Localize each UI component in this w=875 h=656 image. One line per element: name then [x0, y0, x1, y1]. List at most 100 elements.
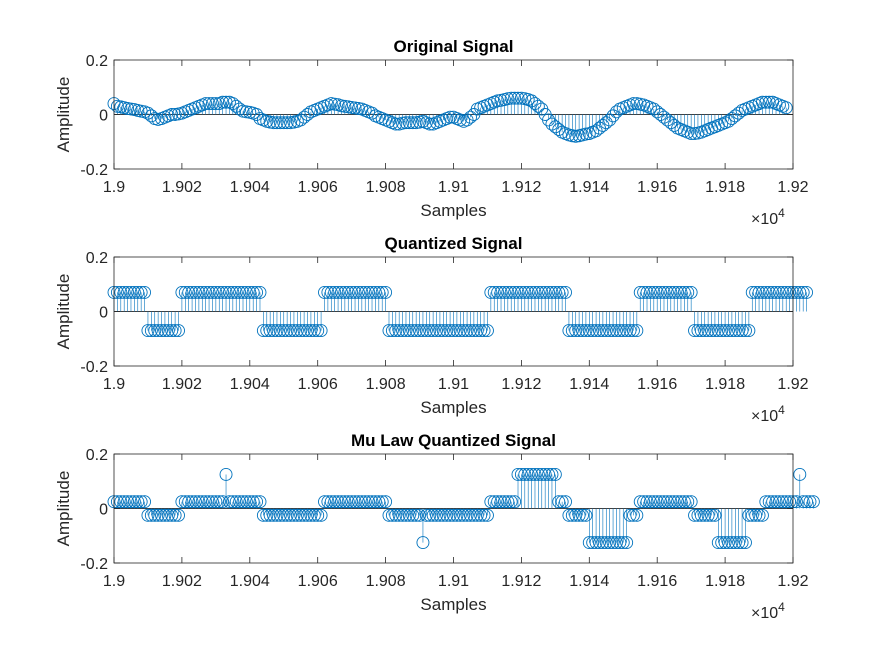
stem-marker	[698, 508, 712, 522]
stem-marker	[273, 324, 287, 338]
stem-marker	[409, 324, 423, 338]
y-tick-label: 0.2	[86, 447, 108, 464]
stem-marker	[464, 324, 477, 338]
x-tick-label: 1.908	[366, 376, 406, 393]
stem-marker	[470, 508, 484, 522]
stem-marker	[138, 495, 152, 509]
stem-marker	[453, 324, 467, 338]
stem-marker	[457, 324, 471, 338]
stem-marker	[127, 495, 141, 509]
stem-marker	[263, 324, 277, 338]
stem-marker	[341, 495, 355, 509]
stem-marker	[477, 508, 491, 522]
stem-marker	[531, 285, 545, 299]
stem-marker	[735, 324, 749, 338]
stem-marker	[423, 117, 437, 131]
x-axis-label: Samples	[420, 201, 486, 220]
y-tick-label: 0	[99, 502, 108, 519]
stem-marker	[222, 285, 236, 299]
stem-marker	[365, 495, 379, 509]
stem-marker	[175, 285, 189, 299]
stem-marker	[311, 508, 325, 522]
stem-marker	[389, 117, 403, 131]
stem-marker	[134, 285, 148, 299]
stem-marker	[511, 285, 525, 299]
x-tick-label: 1.9	[103, 179, 125, 196]
stem-marker	[304, 508, 318, 522]
stem-marker	[277, 508, 291, 522]
stem-marker	[338, 285, 352, 299]
x-tick-label: 1.91	[438, 179, 469, 196]
stem-marker	[800, 285, 814, 299]
stem-marker	[385, 508, 399, 522]
stem-marker	[565, 324, 579, 338]
stem-marker	[742, 324, 756, 338]
stem-marker	[372, 285, 386, 299]
stem-marker	[715, 536, 729, 550]
x-tick-label: 1.906	[298, 573, 338, 590]
stem-marker	[701, 324, 715, 338]
stem-marker	[290, 324, 304, 338]
stem-marker	[385, 324, 399, 338]
stem-marker	[796, 285, 810, 299]
stem-marker	[212, 495, 226, 509]
stem-marker	[800, 495, 814, 509]
stem-marker	[219, 467, 233, 481]
stem-marker	[311, 324, 325, 338]
x-tick-label: 1.902	[162, 573, 202, 590]
stem-marker	[610, 536, 623, 550]
stem-marker	[521, 285, 535, 299]
stem-marker	[552, 495, 566, 509]
stem-marker	[701, 508, 715, 522]
stem-marker	[732, 106, 746, 120]
stem-marker	[148, 508, 162, 522]
stem-marker	[161, 508, 175, 522]
stem-marker	[769, 285, 783, 299]
stem-marker	[341, 285, 355, 299]
stem-marker	[772, 285, 786, 299]
stem-marker	[779, 285, 793, 299]
stem-marker	[436, 324, 450, 338]
stem-marker	[603, 324, 617, 338]
stem-marker	[559, 285, 572, 299]
stem-marker	[494, 285, 508, 299]
stem-marker	[243, 285, 257, 299]
stem-marker	[233, 495, 247, 509]
stem-marker	[552, 123, 566, 136]
stem-marker	[402, 116, 416, 130]
x-tick-label: 1.916	[637, 573, 677, 590]
x-axis-label: Samples	[420, 595, 486, 614]
x-tick-label: 1.916	[637, 376, 677, 393]
stem-marker	[287, 508, 301, 522]
stem-marker	[725, 112, 739, 126]
stem-marker	[202, 285, 216, 299]
stem-marker	[511, 467, 525, 481]
x-exponent-base: ×10	[751, 408, 778, 425]
stem-marker	[569, 324, 583, 338]
stem-marker	[236, 495, 250, 509]
stem-marker	[399, 116, 413, 130]
stem-marker	[362, 495, 376, 509]
stem-marker	[599, 116, 613, 130]
stem-marker	[297, 110, 311, 124]
stem-marker	[647, 102, 661, 116]
stem-marker	[314, 324, 328, 338]
stem-marker	[732, 536, 746, 550]
stem-marker	[514, 285, 528, 299]
stem-marker	[722, 114, 735, 128]
stem-marker	[582, 536, 596, 550]
y-tick-label: 0.2	[86, 53, 108, 70]
stem-marker	[755, 95, 769, 109]
stem-marker	[633, 285, 647, 299]
stem-marker	[647, 285, 661, 299]
stem-marker	[694, 324, 708, 338]
stem-marker	[484, 285, 498, 299]
stem-marker	[728, 536, 742, 550]
stem-marker	[691, 324, 705, 338]
stem-marker	[504, 495, 518, 509]
stem-marker	[185, 495, 199, 509]
x-exponent-label: ×104	[751, 206, 785, 228]
stem-marker	[226, 495, 240, 509]
stem-marker	[521, 467, 535, 481]
stem-marker	[202, 97, 216, 111]
